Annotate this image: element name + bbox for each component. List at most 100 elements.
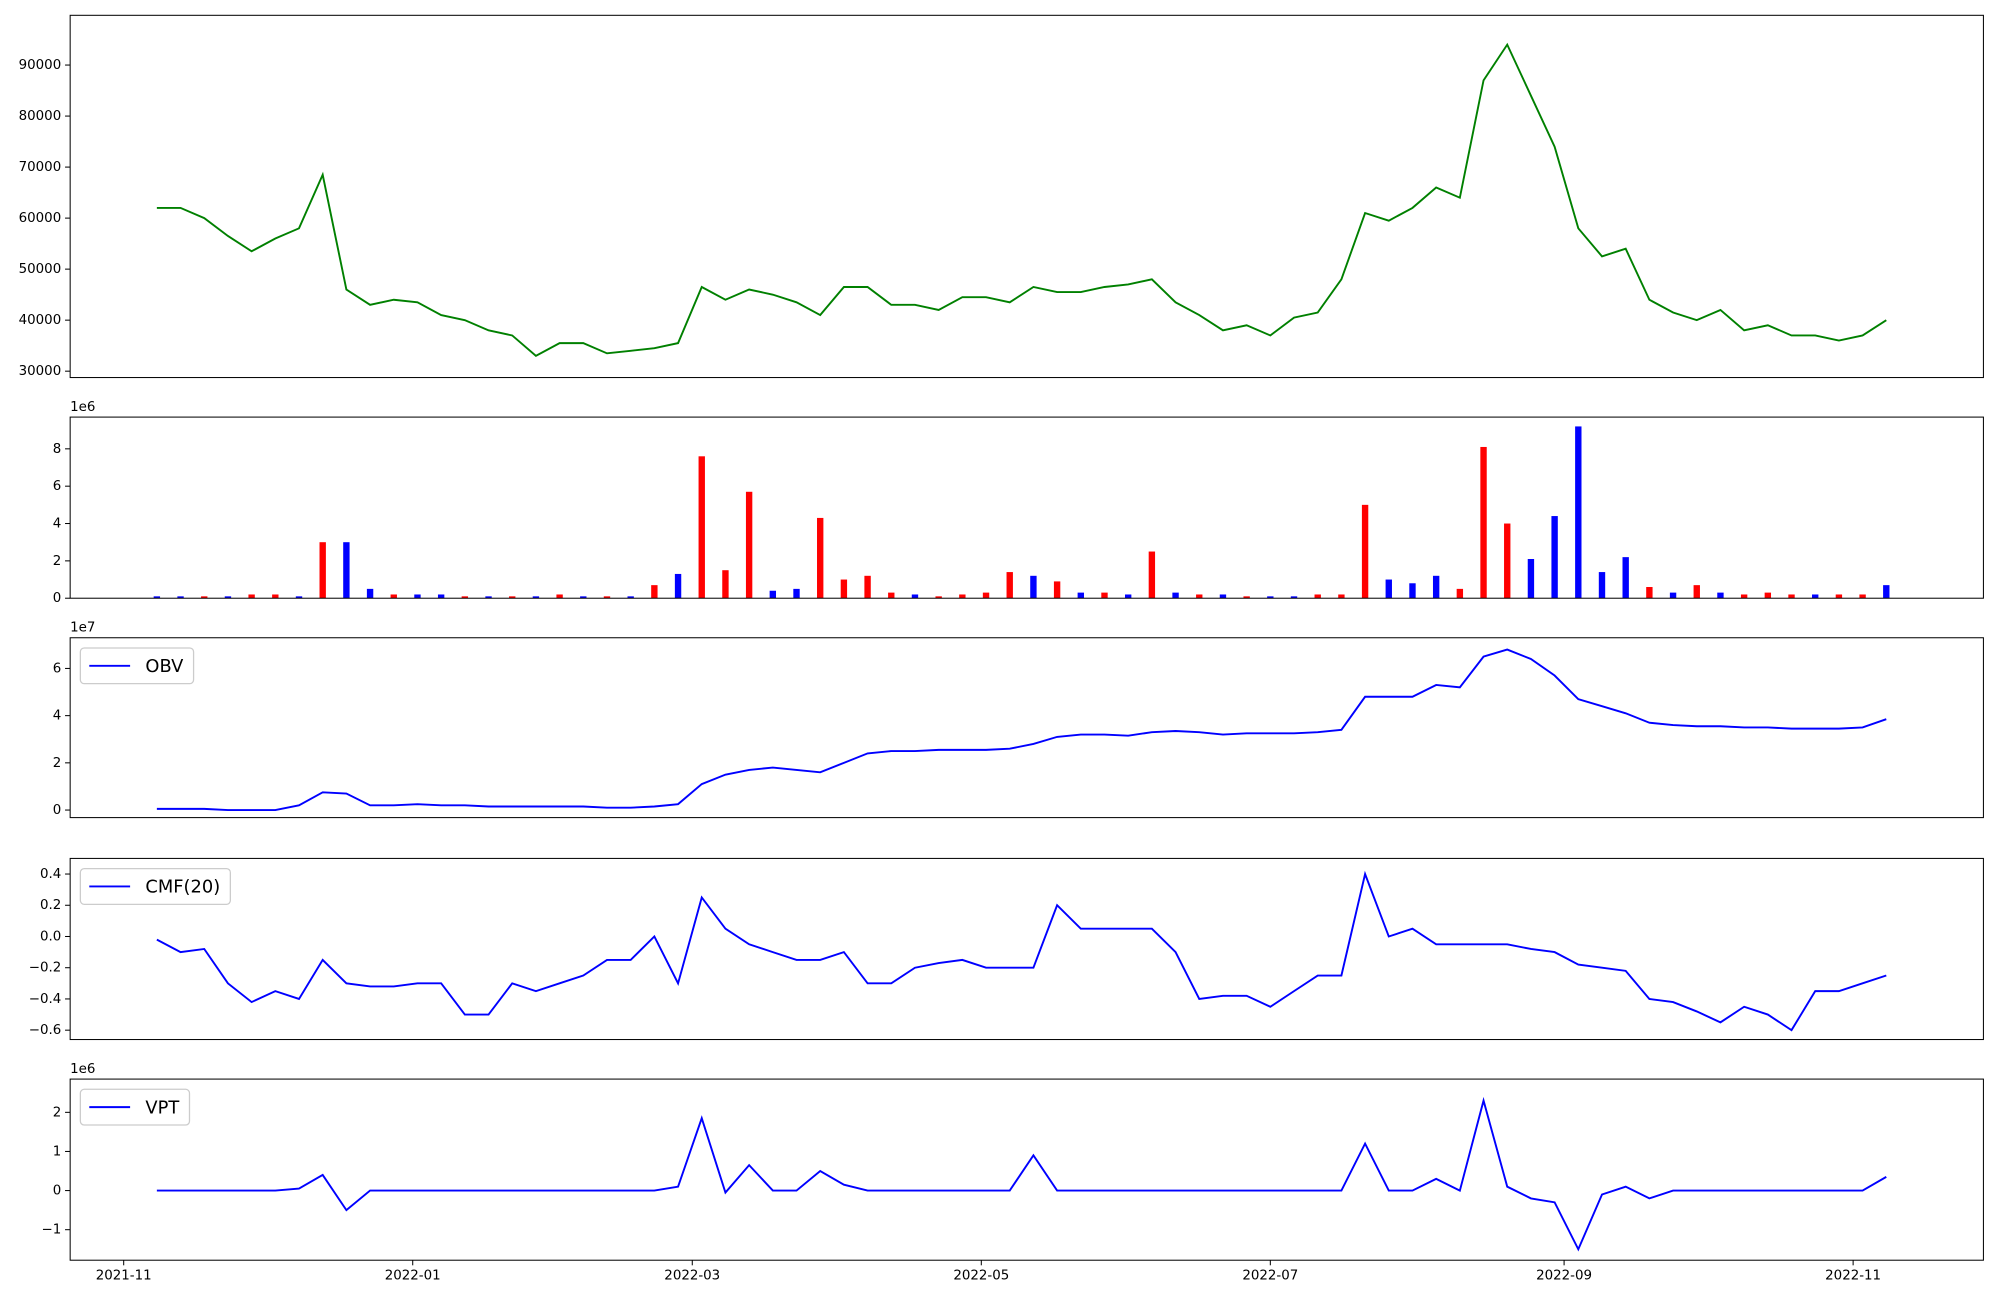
bar xyxy=(817,517,824,599)
bar xyxy=(1883,585,1890,599)
bar xyxy=(1243,596,1250,599)
y-tick-label: 2 xyxy=(53,1105,62,1120)
bar xyxy=(1101,592,1108,599)
bar xyxy=(1148,551,1156,599)
y-tick-label: −1 xyxy=(42,1223,62,1238)
bar xyxy=(1361,504,1369,599)
offset-label: 1e7 xyxy=(70,621,95,636)
bar xyxy=(177,596,184,599)
bar xyxy=(1409,583,1416,599)
x-tick-label: 2021-11 xyxy=(96,1269,152,1284)
bar xyxy=(1290,596,1298,599)
bar xyxy=(1219,594,1227,599)
bar xyxy=(1622,557,1629,599)
bar xyxy=(651,585,658,599)
bar xyxy=(1267,596,1274,599)
line xyxy=(156,42,1887,358)
bar xyxy=(840,579,848,599)
bar xyxy=(319,542,326,599)
bar xyxy=(1598,572,1606,599)
bar xyxy=(390,594,397,599)
x-tick-label: 2022-07 xyxy=(1242,1269,1298,1284)
y-tick-label: −0.2 xyxy=(29,961,61,976)
bar xyxy=(1385,579,1392,599)
y-tick-label: 0 xyxy=(53,1184,62,1199)
panel-frame xyxy=(69,857,1984,1041)
bar xyxy=(153,596,161,599)
bar xyxy=(1717,592,1724,599)
y-tick-label: 30000 xyxy=(19,364,62,379)
bar xyxy=(461,596,469,599)
bar xyxy=(864,575,871,599)
y-tick-label: 6 xyxy=(53,479,62,494)
bar xyxy=(1030,575,1037,599)
bar xyxy=(1480,446,1487,599)
bar xyxy=(1835,594,1843,599)
bar xyxy=(1456,588,1464,599)
y-tick-label: 70000 xyxy=(19,160,62,175)
legend-box xyxy=(79,647,195,685)
panel-frame xyxy=(69,416,1984,599)
bar xyxy=(1740,594,1748,599)
y-tick-label: 40000 xyxy=(19,313,62,328)
bar xyxy=(982,592,990,599)
line xyxy=(156,870,1887,1032)
panel-frame xyxy=(69,14,1984,379)
bar xyxy=(722,570,729,599)
bar xyxy=(674,573,682,599)
x-tick-label: 2022-01 xyxy=(385,1269,441,1284)
bar xyxy=(1527,559,1535,599)
bar xyxy=(698,456,705,599)
y-tick-label: 6 xyxy=(53,661,62,676)
bar xyxy=(1764,592,1772,599)
bar xyxy=(366,588,374,599)
bar xyxy=(272,594,279,599)
bar xyxy=(295,596,303,599)
panel-frame xyxy=(69,1078,1984,1261)
bar xyxy=(888,592,895,599)
offset-label: 1e6 xyxy=(70,400,95,415)
y-tick-label: 0.2 xyxy=(40,898,61,913)
bar xyxy=(1077,592,1084,599)
x-tick-label: 2022-11 xyxy=(1825,1269,1881,1284)
bar xyxy=(793,588,800,599)
bar xyxy=(1053,581,1061,599)
bar xyxy=(1859,594,1866,599)
bar xyxy=(1172,592,1179,599)
y-tick-label: 8 xyxy=(53,442,62,457)
bar xyxy=(745,491,753,599)
bar xyxy=(485,596,492,599)
bar xyxy=(1551,516,1558,599)
y-tick-label: 50000 xyxy=(19,262,62,277)
bar xyxy=(1504,523,1511,599)
bar xyxy=(1196,594,1203,599)
offset-label: 1e6 xyxy=(70,1062,95,1077)
x-tick-label: 2022-09 xyxy=(1536,1269,1592,1284)
legend-box xyxy=(79,867,232,905)
bar xyxy=(1432,575,1440,599)
bar xyxy=(1124,594,1132,599)
line xyxy=(156,648,1887,812)
bar xyxy=(201,596,208,599)
y-tick-label: 0.4 xyxy=(40,867,61,882)
y-tick-label: −0.6 xyxy=(29,1023,61,1038)
legend-label: VPT xyxy=(145,1097,179,1118)
bar xyxy=(959,594,966,599)
y-tick-label: 1 xyxy=(53,1144,62,1159)
bar xyxy=(556,594,563,599)
y-tick-label: 0 xyxy=(53,591,62,606)
bar xyxy=(1693,585,1700,599)
bar xyxy=(414,594,421,599)
bar xyxy=(509,596,516,599)
legend-label: CMF(20) xyxy=(145,877,220,898)
legend-box xyxy=(79,1088,191,1126)
bar xyxy=(1669,592,1677,599)
panel-frame xyxy=(69,637,1984,819)
y-tick-label: 0.0 xyxy=(40,929,61,944)
legend-label: OBV xyxy=(145,656,184,677)
bar xyxy=(1575,426,1582,599)
y-tick-label: −0.4 xyxy=(29,992,61,1007)
y-tick-label: 80000 xyxy=(19,109,62,124)
y-tick-label: 4 xyxy=(53,709,62,724)
bar xyxy=(343,542,350,599)
